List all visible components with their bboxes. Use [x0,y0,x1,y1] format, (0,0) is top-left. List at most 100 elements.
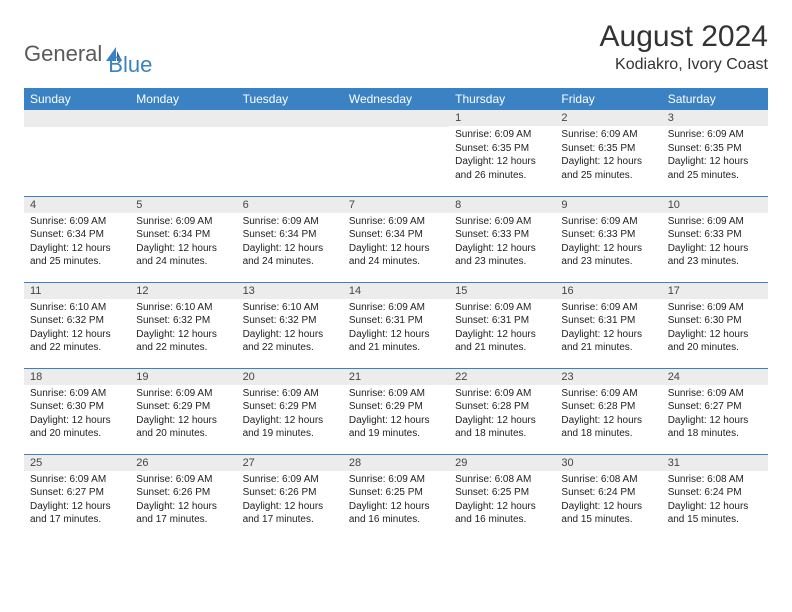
day-number: 9 [555,197,661,213]
sunrise-line: Sunrise: 6:09 AM [243,473,337,487]
day-details: Sunrise: 6:09 AMSunset: 6:33 PMDaylight:… [449,213,555,273]
dow-saturday: Saturday [662,88,768,110]
day-number: 23 [555,369,661,385]
day-number: 16 [555,283,661,299]
dow-tuesday: Tuesday [237,88,343,110]
sunset-line: Sunset: 6:35 PM [561,142,655,156]
daylight-line: Daylight: 12 hours and 23 minutes. [668,242,762,269]
daylight-line: Daylight: 12 hours and 18 minutes. [455,414,549,441]
daylight-line: Daylight: 12 hours and 21 minutes. [455,328,549,355]
day-number: 18 [24,369,130,385]
day-cell: 28Sunrise: 6:09 AMSunset: 6:25 PMDayligh… [343,454,449,540]
week-row: 4Sunrise: 6:09 AMSunset: 6:34 PMDaylight… [24,196,768,282]
day-number: 11 [24,283,130,299]
day-number: 20 [237,369,343,385]
day-cell: 13Sunrise: 6:10 AMSunset: 6:32 PMDayligh… [237,282,343,368]
daylight-line: Daylight: 12 hours and 17 minutes. [136,500,230,527]
dow-sunday: Sunday [24,88,130,110]
day-cell: 14Sunrise: 6:09 AMSunset: 6:31 PMDayligh… [343,282,449,368]
sunset-line: Sunset: 6:29 PM [349,400,443,414]
day-cell: 27Sunrise: 6:09 AMSunset: 6:26 PMDayligh… [237,454,343,540]
daylight-line: Daylight: 12 hours and 19 minutes. [349,414,443,441]
sunset-line: Sunset: 6:24 PM [668,486,762,500]
day-number: 28 [343,455,449,471]
day-number: 13 [237,283,343,299]
sunrise-line: Sunrise: 6:09 AM [136,387,230,401]
day-cell: 30Sunrise: 6:08 AMSunset: 6:24 PMDayligh… [555,454,661,540]
day-cell: 16Sunrise: 6:09 AMSunset: 6:31 PMDayligh… [555,282,661,368]
day-details: Sunrise: 6:09 AMSunset: 6:33 PMDaylight:… [555,213,661,273]
empty-day [24,110,130,127]
day-details: Sunrise: 6:10 AMSunset: 6:32 PMDaylight:… [24,299,130,359]
day-cell [343,110,449,196]
sunrise-line: Sunrise: 6:08 AM [561,473,655,487]
day-cell: 19Sunrise: 6:09 AMSunset: 6:29 PMDayligh… [130,368,236,454]
day-cell: 18Sunrise: 6:09 AMSunset: 6:30 PMDayligh… [24,368,130,454]
sunset-line: Sunset: 6:35 PM [668,142,762,156]
day-number: 25 [24,455,130,471]
empty-day [343,110,449,127]
day-details: Sunrise: 6:09 AMSunset: 6:29 PMDaylight:… [237,385,343,445]
sunset-line: Sunset: 6:35 PM [455,142,549,156]
daylight-line: Daylight: 12 hours and 19 minutes. [243,414,337,441]
day-cell: 29Sunrise: 6:08 AMSunset: 6:25 PMDayligh… [449,454,555,540]
daylight-line: Daylight: 12 hours and 15 minutes. [561,500,655,527]
sunset-line: Sunset: 6:29 PM [243,400,337,414]
daylight-line: Daylight: 12 hours and 21 minutes. [349,328,443,355]
sunset-line: Sunset: 6:34 PM [349,228,443,242]
calendar-body: 1Sunrise: 6:09 AMSunset: 6:35 PMDaylight… [24,110,768,540]
daylight-line: Daylight: 12 hours and 17 minutes. [30,500,124,527]
logo-text-blue: Blue [108,52,152,78]
day-number: 4 [24,197,130,213]
daylight-line: Daylight: 12 hours and 23 minutes. [561,242,655,269]
sunset-line: Sunset: 6:25 PM [455,486,549,500]
daylight-line: Daylight: 12 hours and 15 minutes. [668,500,762,527]
day-details: Sunrise: 6:09 AMSunset: 6:33 PMDaylight:… [662,213,768,273]
sunrise-line: Sunrise: 6:09 AM [561,301,655,315]
daylight-line: Daylight: 12 hours and 22 minutes. [30,328,124,355]
day-details: Sunrise: 6:09 AMSunset: 6:34 PMDaylight:… [24,213,130,273]
sunset-line: Sunset: 6:33 PM [668,228,762,242]
sunset-line: Sunset: 6:33 PM [561,228,655,242]
sunset-line: Sunset: 6:34 PM [136,228,230,242]
sunset-line: Sunset: 6:31 PM [455,314,549,328]
day-cell: 7Sunrise: 6:09 AMSunset: 6:34 PMDaylight… [343,196,449,282]
day-number: 6 [237,197,343,213]
daylight-line: Daylight: 12 hours and 17 minutes. [243,500,337,527]
sunset-line: Sunset: 6:25 PM [349,486,443,500]
day-details: Sunrise: 6:09 AMSunset: 6:31 PMDaylight:… [449,299,555,359]
sunset-line: Sunset: 6:30 PM [668,314,762,328]
dow-monday: Monday [130,88,236,110]
day-number: 22 [449,369,555,385]
day-details: Sunrise: 6:09 AMSunset: 6:31 PMDaylight:… [343,299,449,359]
day-number: 3 [662,110,768,126]
day-cell [130,110,236,196]
logo-text-general: General [24,41,102,67]
sunrise-line: Sunrise: 6:09 AM [455,215,549,229]
day-number: 10 [662,197,768,213]
daylight-line: Daylight: 12 hours and 20 minutes. [668,328,762,355]
calendar-table: Sunday Monday Tuesday Wednesday Thursday… [24,88,768,540]
day-number: 27 [237,455,343,471]
day-number: 15 [449,283,555,299]
day-details: Sunrise: 6:09 AMSunset: 6:34 PMDaylight:… [130,213,236,273]
day-details: Sunrise: 6:09 AMSunset: 6:29 PMDaylight:… [130,385,236,445]
daylight-line: Daylight: 12 hours and 23 minutes. [455,242,549,269]
day-number: 19 [130,369,236,385]
day-cell: 4Sunrise: 6:09 AMSunset: 6:34 PMDaylight… [24,196,130,282]
daylight-line: Daylight: 12 hours and 25 minutes. [30,242,124,269]
sunrise-line: Sunrise: 6:09 AM [349,473,443,487]
week-row: 18Sunrise: 6:09 AMSunset: 6:30 PMDayligh… [24,368,768,454]
sunrise-line: Sunrise: 6:10 AM [243,301,337,315]
day-cell: 8Sunrise: 6:09 AMSunset: 6:33 PMDaylight… [449,196,555,282]
dow-wednesday: Wednesday [343,88,449,110]
daylight-line: Daylight: 12 hours and 22 minutes. [243,328,337,355]
day-cell: 12Sunrise: 6:10 AMSunset: 6:32 PMDayligh… [130,282,236,368]
sunset-line: Sunset: 6:27 PM [30,486,124,500]
empty-day [130,110,236,127]
sunrise-line: Sunrise: 6:08 AM [455,473,549,487]
sunset-line: Sunset: 6:34 PM [243,228,337,242]
day-cell: 24Sunrise: 6:09 AMSunset: 6:27 PMDayligh… [662,368,768,454]
day-number: 2 [555,110,661,126]
day-details: Sunrise: 6:09 AMSunset: 6:35 PMDaylight:… [449,126,555,186]
